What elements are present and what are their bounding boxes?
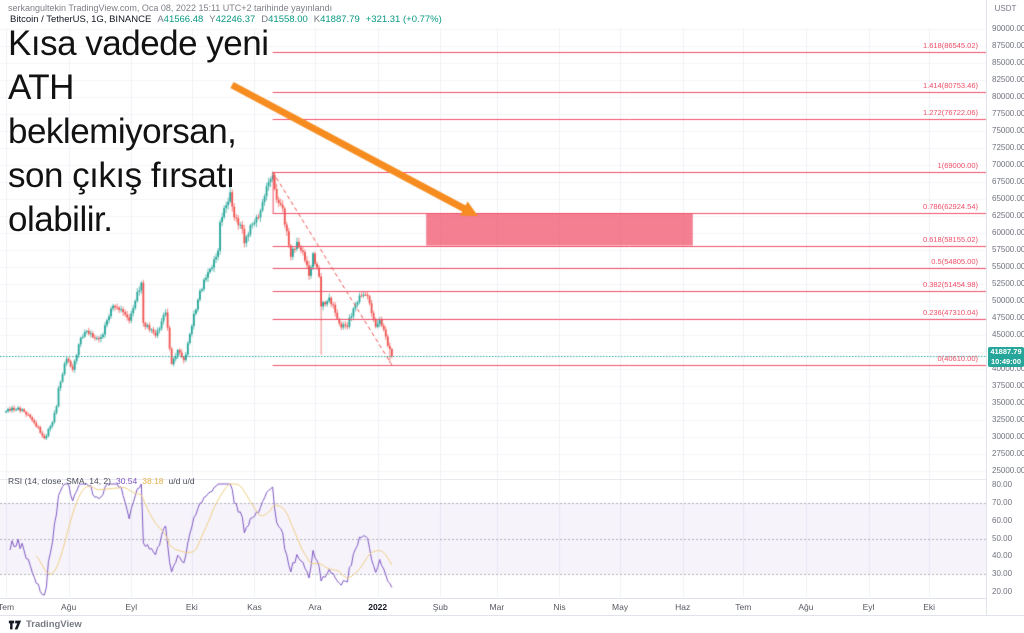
tradingview-brand[interactable]: TradingView xyxy=(26,619,82,630)
time-axis-label: Eki xyxy=(185,602,198,612)
price-axis-label: 57500.00 xyxy=(992,245,1024,254)
ohlc-value: 42246.37 xyxy=(215,14,256,25)
price-axis-label: 25000.00 xyxy=(992,466,1024,475)
price-axis-label: 62500.00 xyxy=(992,211,1024,220)
price-axis-label: 82500.00 xyxy=(992,75,1024,84)
price-axis-label: 47500.00 xyxy=(992,313,1024,322)
rsi-axis-label: 50.00 xyxy=(992,533,1013,543)
price-axis-label: 67500.00 xyxy=(992,177,1024,186)
axis-currency-label: USDT xyxy=(994,4,1017,13)
symbol-title[interactable]: Bitcoin / TetherUS, 1G, BINANCE xyxy=(10,14,152,25)
annotation-line: beklemiyorsan, xyxy=(8,112,237,151)
time-axis-label: Ağu xyxy=(61,602,77,612)
price-axis-label: 75000.00 xyxy=(992,126,1024,135)
price-axis-label: 55000.00 xyxy=(992,262,1024,271)
rsi-axis-label: 30.00 xyxy=(992,569,1013,579)
rsi-value: 30.54 xyxy=(115,476,138,486)
price-axis-label: 35000.00 xyxy=(992,398,1024,407)
time-axis-label: Haz xyxy=(675,602,691,612)
time-axis-label: Eyl xyxy=(125,602,138,612)
time-axis-label: Şub xyxy=(432,602,448,612)
annotation-line: ATH xyxy=(8,68,74,107)
pane-separator[interactable] xyxy=(0,479,986,480)
footer-bar: TradingView xyxy=(0,615,1024,633)
time-axis-label: 2022 xyxy=(368,602,388,612)
price-axis-label: 60000.00 xyxy=(992,228,1024,237)
ohlc-key: Y xyxy=(209,14,216,25)
time-axis-label: Eyl xyxy=(862,602,875,612)
annotation-line: son çıkış fırsatı xyxy=(8,156,235,195)
time-axis-label: Ara xyxy=(308,602,322,612)
price-axis-label: 37500.00 xyxy=(992,381,1024,390)
rsi-ud-flags: u/d u/d xyxy=(168,476,195,486)
price-axis-label: 77500.00 xyxy=(992,109,1024,118)
annotation-line: olabilir. xyxy=(8,200,113,239)
price-axis-label: 87500.00 xyxy=(992,41,1024,50)
price-change: +321.31 (+0.77%) xyxy=(365,14,442,25)
price-axis-label: 80000.00 xyxy=(992,92,1024,101)
tradingview-logo-icon[interactable] xyxy=(8,619,22,631)
annotation-text[interactable]: Kısa vadede yeni ATH beklemiyorsan, son çık… xyxy=(8,22,269,242)
ohlc-key: K xyxy=(313,14,321,25)
rsi-axis-label: 40.00 xyxy=(992,551,1013,561)
price-axis-label: 85000.00 xyxy=(992,58,1024,67)
current-price-badge: 41887.79 10:49:00 xyxy=(988,347,1024,367)
rsi-axis-label: 60.00 xyxy=(992,515,1013,525)
annotation-line: Kısa vadede yeni xyxy=(8,24,269,63)
price-axis-label: 52500.00 xyxy=(992,279,1024,288)
price-axis-label: 40000.00 xyxy=(992,364,1024,373)
rsi-title-text: RSI (14, close, SMA, 14, 2) xyxy=(8,476,111,486)
rsi-axis-label: 20.00 xyxy=(992,587,1013,596)
rsi-axis-label: 70.00 xyxy=(992,498,1013,507)
time-axis-label: May xyxy=(612,602,629,612)
price-axis[interactable]: USDT 41887.79 10:49:00 25000.00 27500.00 3… xyxy=(986,0,1024,615)
ohlc-key: D xyxy=(261,14,269,25)
time-axis-label: Mar xyxy=(489,602,505,612)
price-axis-label: 70000.00 xyxy=(992,160,1024,169)
ohlc-value: 41887.79 xyxy=(320,14,360,25)
price-axis-label: 45000.00 xyxy=(992,330,1024,339)
price-axis-label: 32500.00 xyxy=(992,415,1024,424)
publish-info: serkangultekin TradingView.com, Oca 08, … xyxy=(8,3,333,13)
bar-countdown: 10:49:00 xyxy=(990,357,1022,366)
price-axis-label: 27500.00 xyxy=(992,449,1024,458)
rsi-indicator-title[interactable]: RSI (14, close, SMA, 14, 2) 30.54 38.18 u/d… xyxy=(8,476,195,486)
time-axis-label: Kas xyxy=(247,602,262,612)
ohlc-key: A xyxy=(157,14,164,25)
rsi-axis-label: 80.00 xyxy=(992,480,1013,490)
current-price: 41887.79 xyxy=(990,347,1022,356)
time-axis-label: Nis xyxy=(553,602,566,612)
time-axis-label: Eki xyxy=(923,602,936,612)
price-axis-label: 30000.00 xyxy=(992,432,1024,441)
rsi-sma-value: 38.18 xyxy=(142,476,164,486)
price-axis-label: 90000.00 xyxy=(992,24,1024,33)
price-axis-label: 50000.00 xyxy=(992,296,1024,305)
ohlc-values: A41566.48 Y42246.37 D41558.00 K41887.79 xyxy=(151,14,359,25)
symbol-bar: Bitcoin / TetherUS, 1G, BINANCE A41566.48… xyxy=(10,14,442,25)
ohlc-value: 41558.00 xyxy=(268,14,308,25)
time-axis-label: Tem xyxy=(735,602,752,612)
time-axis[interactable]: Tem Ağu Eyl Eki Kas Ara 2022 Şub Mar Nis May Haz Tem… xyxy=(0,598,986,615)
price-axis-label: 65000.00 xyxy=(992,194,1024,203)
ohlc-value: 41566.48 xyxy=(163,14,204,25)
time-axis-label: Ağu xyxy=(798,602,814,612)
price-axis-label: 72500.00 xyxy=(992,143,1024,152)
time-axis-label: Tem xyxy=(0,602,15,612)
